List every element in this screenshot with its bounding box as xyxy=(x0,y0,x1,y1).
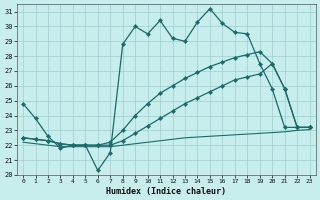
X-axis label: Humidex (Indice chaleur): Humidex (Indice chaleur) xyxy=(106,187,226,196)
